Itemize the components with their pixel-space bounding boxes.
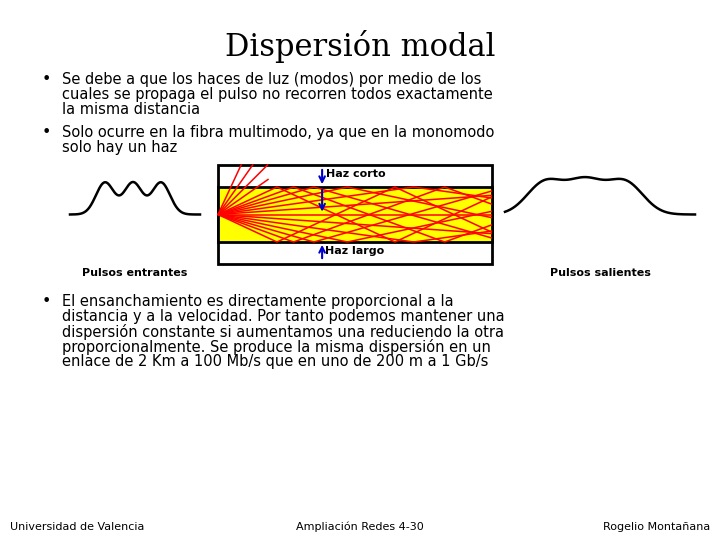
Text: Universidad de Valencia: Universidad de Valencia (10, 522, 145, 532)
Text: Haz largo: Haz largo (325, 246, 384, 256)
Text: dispersión constante si aumentamos una reduciendo la otra: dispersión constante si aumentamos una r… (62, 324, 504, 340)
Bar (218, 187, 492, 242)
Text: enlace de 2 Km a 100 Mb/s que en uno de 200 m a 1 Gb/s: enlace de 2 Km a 100 Mb/s que en uno de … (62, 354, 488, 369)
Text: cuales se propaga el pulso no recorren todos exactamente: cuales se propaga el pulso no recorren t… (62, 87, 492, 102)
Text: •: • (42, 125, 51, 140)
Text: Pulsos salientes: Pulsos salientes (549, 268, 650, 278)
Text: Dispersión modal: Dispersión modal (225, 30, 495, 63)
Text: la misma distancia: la misma distancia (62, 102, 200, 117)
Text: Rogelio Montañana: Rogelio Montañana (603, 522, 710, 532)
Text: Haz corto: Haz corto (326, 169, 386, 179)
Text: Ampliación Redes 4-30: Ampliación Redes 4-30 (296, 522, 424, 532)
Text: proporcionalmente. Se produce la misma dispersión en un: proporcionalmente. Se produce la misma d… (62, 339, 491, 355)
Text: distancia y a la velocidad. Por tanto podemos mantener una: distancia y a la velocidad. Por tanto po… (62, 309, 505, 324)
Bar (218, 165, 492, 264)
Text: Se debe a que los haces de luz (modos) por medio de los: Se debe a que los haces de luz (modos) p… (62, 72, 482, 87)
Text: Pulsos entrantes: Pulsos entrantes (82, 268, 188, 278)
Text: •: • (42, 294, 51, 309)
Text: solo hay un haz: solo hay un haz (62, 140, 177, 155)
Text: Solo ocurre en la fibra multimodo, ya que en la monomodo: Solo ocurre en la fibra multimodo, ya qu… (62, 125, 495, 140)
Text: El ensanchamiento es directamente proporcional a la: El ensanchamiento es directamente propor… (62, 294, 454, 309)
Text: •: • (42, 72, 51, 87)
